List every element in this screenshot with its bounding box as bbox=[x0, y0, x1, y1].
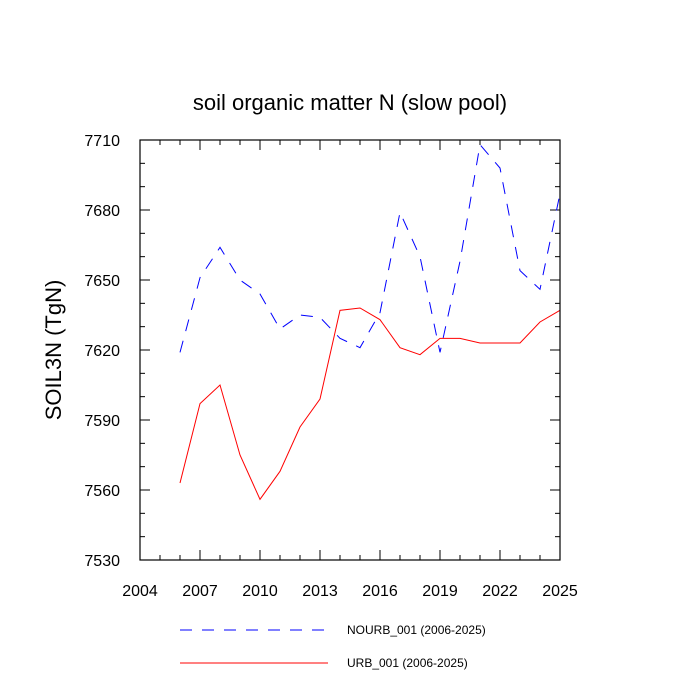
y-tick-label: 7650 bbox=[84, 273, 120, 290]
y-tick-label: 7590 bbox=[84, 413, 120, 430]
series-line-nourb-001 bbox=[179, 143, 561, 353]
x-tick-label: 2004 bbox=[122, 583, 158, 600]
x-tick-label: 2019 bbox=[422, 583, 458, 600]
series-lines bbox=[179, 143, 561, 501]
legend-label-urb: URB_001 (2006-2025) bbox=[347, 656, 468, 670]
plot-frame bbox=[139, 139, 561, 561]
axis-ticks bbox=[139, 139, 561, 561]
y-tick-label: 7710 bbox=[84, 133, 120, 150]
x-tick-label: 2022 bbox=[482, 583, 518, 600]
y-tick-label: 7560 bbox=[84, 483, 120, 500]
chart-title: soil organic matter N (slow pool) bbox=[193, 90, 507, 115]
tick-labels: 2004 2007 2010 2013 2016 2019 2022 2025 7530 7560… bbox=[84, 133, 577, 600]
legend-label-nourb: NOURB_001 (2006-2025) bbox=[347, 623, 486, 637]
x-tick-label: 2007 bbox=[182, 583, 218, 600]
y-axis-label: SOIL3N (TgN) bbox=[41, 280, 66, 421]
x-tick-label: 2013 bbox=[302, 583, 338, 600]
y-tick-label: 7530 bbox=[84, 553, 120, 570]
y-tick-label: 7680 bbox=[84, 203, 120, 220]
x-tick-label: 2016 bbox=[362, 583, 398, 600]
x-tick-label: 2010 bbox=[242, 583, 278, 600]
series-line-urb-001 bbox=[179, 307, 561, 501]
legend: NOURB_001 (2006-2025) URB_001 (2006-2025… bbox=[180, 623, 486, 670]
x-tick-label: 2025 bbox=[542, 583, 578, 600]
y-tick-label: 7620 bbox=[84, 343, 120, 360]
